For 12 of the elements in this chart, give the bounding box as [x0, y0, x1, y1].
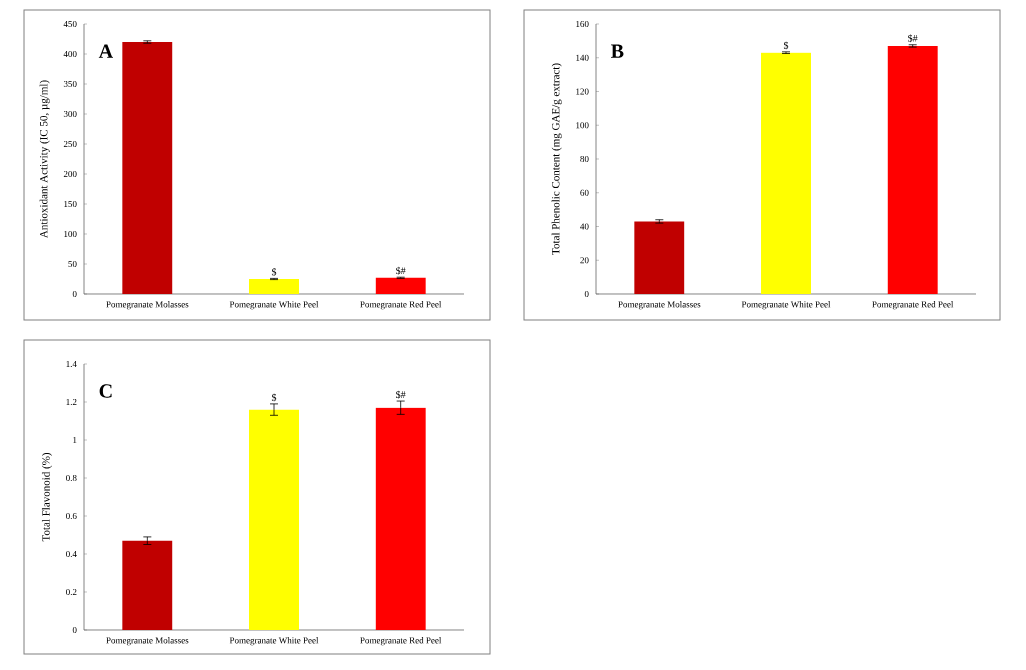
text: B [611, 44, 624, 58]
bar [122, 540, 173, 630]
text: A [98, 44, 113, 58]
bar [761, 52, 812, 294]
bar [249, 409, 299, 630]
bar [375, 407, 426, 630]
bar [375, 277, 426, 294]
text: C [99, 384, 112, 398]
bar [249, 279, 299, 294]
bar [887, 45, 938, 294]
bar [122, 42, 173, 294]
bar [634, 221, 685, 294]
